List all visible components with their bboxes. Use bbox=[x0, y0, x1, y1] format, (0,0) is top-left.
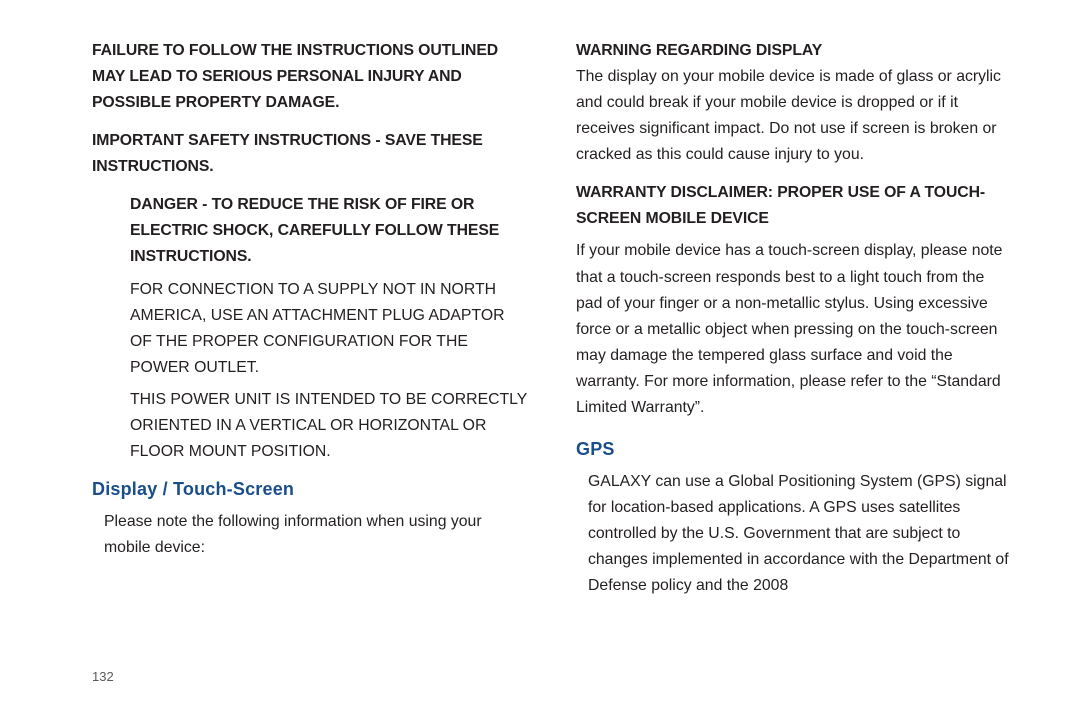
page-number: 132 bbox=[92, 669, 114, 684]
warranty-disclaimer-heading: WARRANTY DISCLAIMER: PROPER USE OF A TOU… bbox=[576, 180, 1012, 232]
supply-connection-text: FOR CONNECTION TO A SUPPLY NOT IN NORTH … bbox=[130, 277, 528, 381]
gps-body-text: GALAXY can use a Global Positioning Syst… bbox=[588, 469, 1012, 599]
indented-block: DANGER - TO REDUCE THE RISK OF FIRE OR E… bbox=[130, 192, 528, 465]
warning-failure: FAILURE TO FOLLOW THE INSTRUCTIONS OUTLI… bbox=[92, 38, 528, 116]
right-column: WARNING REGARDING DISPLAY The display on… bbox=[576, 38, 1012, 690]
power-unit-text: THIS POWER UNIT IS INTENDED TO BE CORREC… bbox=[130, 387, 528, 465]
heading-gps: GPS bbox=[576, 435, 1012, 465]
warning-display-heading: WARNING REGARDING DISPLAY bbox=[576, 38, 1012, 64]
danger-notice: DANGER - TO REDUCE THE RISK OF FIRE OR E… bbox=[130, 192, 528, 270]
display-intro-text: Please note the following information wh… bbox=[104, 509, 528, 561]
warranty-disclaimer-body: If your mobile device has a touch-screen… bbox=[576, 238, 1012, 420]
left-column: FAILURE TO FOLLOW THE INSTRUCTIONS OUTLI… bbox=[92, 38, 528, 690]
warning-save-instructions: IMPORTANT SAFETY INSTRUCTIONS - SAVE THE… bbox=[92, 128, 528, 180]
manual-page: FAILURE TO FOLLOW THE INSTRUCTIONS OUTLI… bbox=[0, 0, 1080, 720]
warning-display-body: The display on your mobile device is mad… bbox=[576, 64, 1012, 168]
heading-display-touchscreen: Display / Touch-Screen bbox=[92, 475, 528, 505]
